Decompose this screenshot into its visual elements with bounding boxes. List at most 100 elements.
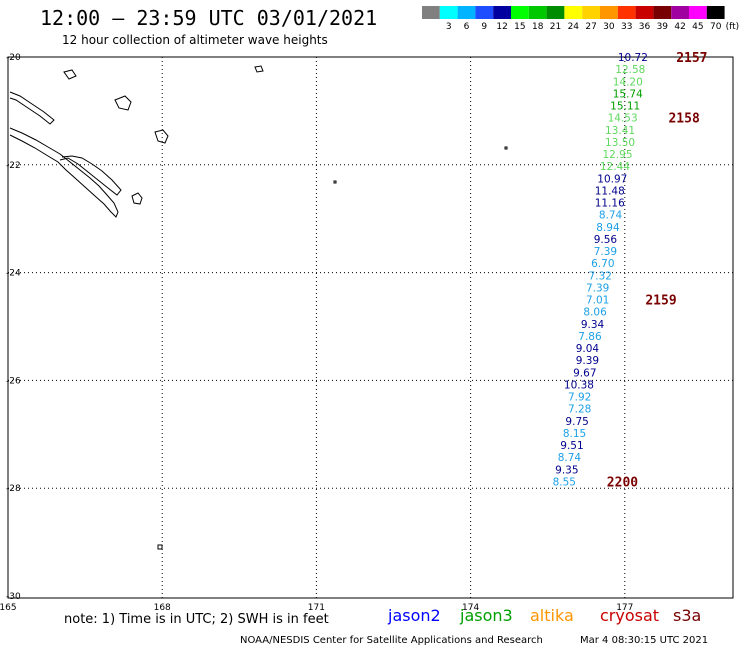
swh-value: 9.75 xyxy=(565,416,588,428)
swh-value: 10.72 xyxy=(618,52,648,64)
legend-swatch xyxy=(422,6,440,19)
legend-swatch xyxy=(635,6,654,19)
map-frame xyxy=(7,56,734,599)
legend-label: 27 xyxy=(585,22,596,32)
legend-swatch xyxy=(475,6,494,19)
legend-swatch xyxy=(653,6,672,19)
credit-line: NOAA/NESDIS Center for Satellite Applica… xyxy=(240,635,543,646)
swh-value: 9.67 xyxy=(573,367,596,379)
loyalty-islands-3 xyxy=(63,69,77,80)
swh-value: 14.53 xyxy=(608,112,638,124)
lon-label: 177 xyxy=(616,603,633,613)
swh-value: 13.41 xyxy=(605,125,635,137)
small-island-3 xyxy=(157,544,163,550)
swh-value: 9.04 xyxy=(576,343,600,355)
lon-label: 174 xyxy=(462,603,479,613)
swh-value: 14.20 xyxy=(613,76,643,88)
swh-value: 7.39 xyxy=(586,283,609,295)
legend-label: 24 xyxy=(568,22,580,32)
lon-label: 171 xyxy=(308,603,325,613)
walpole-island xyxy=(254,65,264,73)
pass-time-label: 2158 xyxy=(668,111,699,126)
sat-s3a: s3a xyxy=(673,606,702,625)
swh-value: 7.39 xyxy=(594,246,617,258)
new-caledonia-east-coast xyxy=(59,155,122,196)
pass-time-label: 2200 xyxy=(607,476,638,491)
legend-label: 18 xyxy=(532,22,544,32)
legend-label: 42 xyxy=(674,22,685,32)
color-legend: 3 6 9 12 15 18 21 24 27 30 33 36 39 42 45 70 (ft) xyxy=(422,6,739,32)
swh-value: 8.74 xyxy=(558,452,582,464)
pass-time-label: 2159 xyxy=(645,294,676,309)
coastlines xyxy=(9,65,508,550)
belep-islands xyxy=(9,91,55,125)
swh-value: 8.55 xyxy=(553,477,576,489)
legend-swatch xyxy=(511,6,529,19)
footer-note: note: 1) Time is in UTC; 2) SWH is in fe… xyxy=(64,612,329,627)
legend-swatch xyxy=(528,6,547,19)
lat-label: -30 xyxy=(6,592,21,602)
swh-value: 15.74 xyxy=(613,89,643,101)
legend-swatch xyxy=(617,6,636,19)
legend-label: 21 xyxy=(550,22,561,32)
legend-swatch xyxy=(546,6,565,19)
swh-value: 15.11 xyxy=(610,101,640,113)
loyalty-islands-2 xyxy=(154,129,169,144)
legend-swatch xyxy=(706,6,725,19)
swh-value: 7.32 xyxy=(589,270,612,282)
swh-value: 12.95 xyxy=(602,149,632,161)
isle-of-pines xyxy=(131,192,143,205)
legend-label: 6 xyxy=(464,22,470,32)
swh-value: 7.92 xyxy=(568,392,591,404)
swh-value: 9.34 xyxy=(581,319,605,331)
swh-value: 13.50 xyxy=(605,137,635,149)
loyalty-islands-1 xyxy=(114,95,132,111)
swh-value: 7.86 xyxy=(578,331,602,343)
generated-timestamp: Mar 4 08:30:15 UTC 2021 xyxy=(580,635,709,646)
small-island-2 xyxy=(504,146,508,150)
pass-time-label: 2157 xyxy=(676,51,707,66)
legend-label: 30 xyxy=(603,22,615,32)
swh-value: 11.48 xyxy=(595,186,625,198)
swh-observations: 10.7212.5814.2015.7415.1114.5313.4113.50… xyxy=(553,52,648,489)
sat-altika: altika xyxy=(530,606,574,625)
legend-swatch xyxy=(493,6,511,19)
lat-label: -24 xyxy=(6,269,21,279)
legend-swatch xyxy=(600,6,618,19)
lat-label: -20 xyxy=(6,53,21,63)
swh-value: 7.01 xyxy=(586,295,609,307)
swh-value: 8.15 xyxy=(563,428,586,440)
swh-value: 6.70 xyxy=(591,258,614,270)
swh-value: 10.97 xyxy=(597,173,627,185)
legend-label: 33 xyxy=(621,22,632,32)
swh-value: 12.58 xyxy=(615,64,645,76)
small-island-1 xyxy=(333,180,337,184)
swh-value: 8.06 xyxy=(583,306,607,318)
swh-value: 7.28 xyxy=(568,403,591,415)
swh-value: 11.16 xyxy=(595,198,625,210)
swh-value: 10.38 xyxy=(564,380,594,392)
swh-value: 12.44 xyxy=(600,161,630,173)
sat-jason3: jason3 xyxy=(460,606,513,625)
legend-label: 15 xyxy=(514,22,525,32)
legend-swatch xyxy=(439,6,458,19)
legend-label: 36 xyxy=(639,22,651,32)
lon-label: 168 xyxy=(154,603,171,613)
swh-value: 8.94 xyxy=(596,222,620,234)
map-subtitle: 12 hour collection of altimeter wave hei… xyxy=(62,33,328,47)
legend-unit: (ft) xyxy=(726,22,740,32)
swh-value: 9.56 xyxy=(594,234,618,246)
swh-value: 9.35 xyxy=(555,464,578,476)
legend-swatch xyxy=(564,6,583,19)
lat-label: -26 xyxy=(6,376,21,386)
legend-label: 45 xyxy=(692,22,703,32)
legend-label: 39 xyxy=(657,22,669,32)
lat-label: -28 xyxy=(6,484,21,494)
legend-label: 3 xyxy=(446,22,452,32)
lat-label: -22 xyxy=(6,161,21,171)
legend-swatch xyxy=(671,6,689,19)
map-title: 12:00 – 23:59 UTC 03/01/2021 xyxy=(40,6,378,30)
legend-label: 70 xyxy=(710,22,722,32)
swh-value: 9.51 xyxy=(560,440,583,452)
